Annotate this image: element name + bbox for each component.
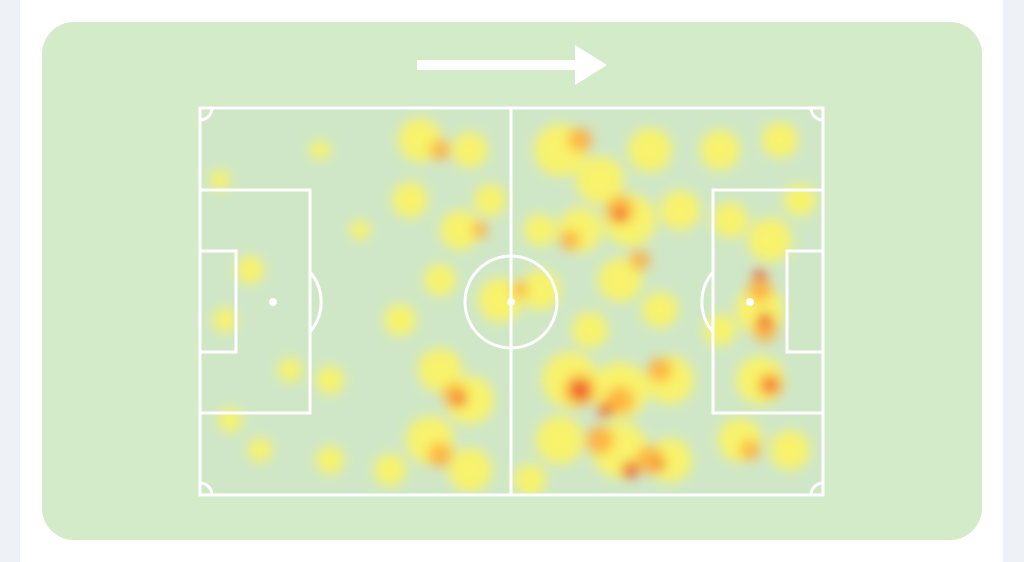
heat xyxy=(210,118,816,495)
pitch-spots xyxy=(269,298,754,306)
direction-arrow xyxy=(417,45,607,85)
heat-mid xyxy=(428,128,782,474)
heat-high xyxy=(454,209,776,478)
